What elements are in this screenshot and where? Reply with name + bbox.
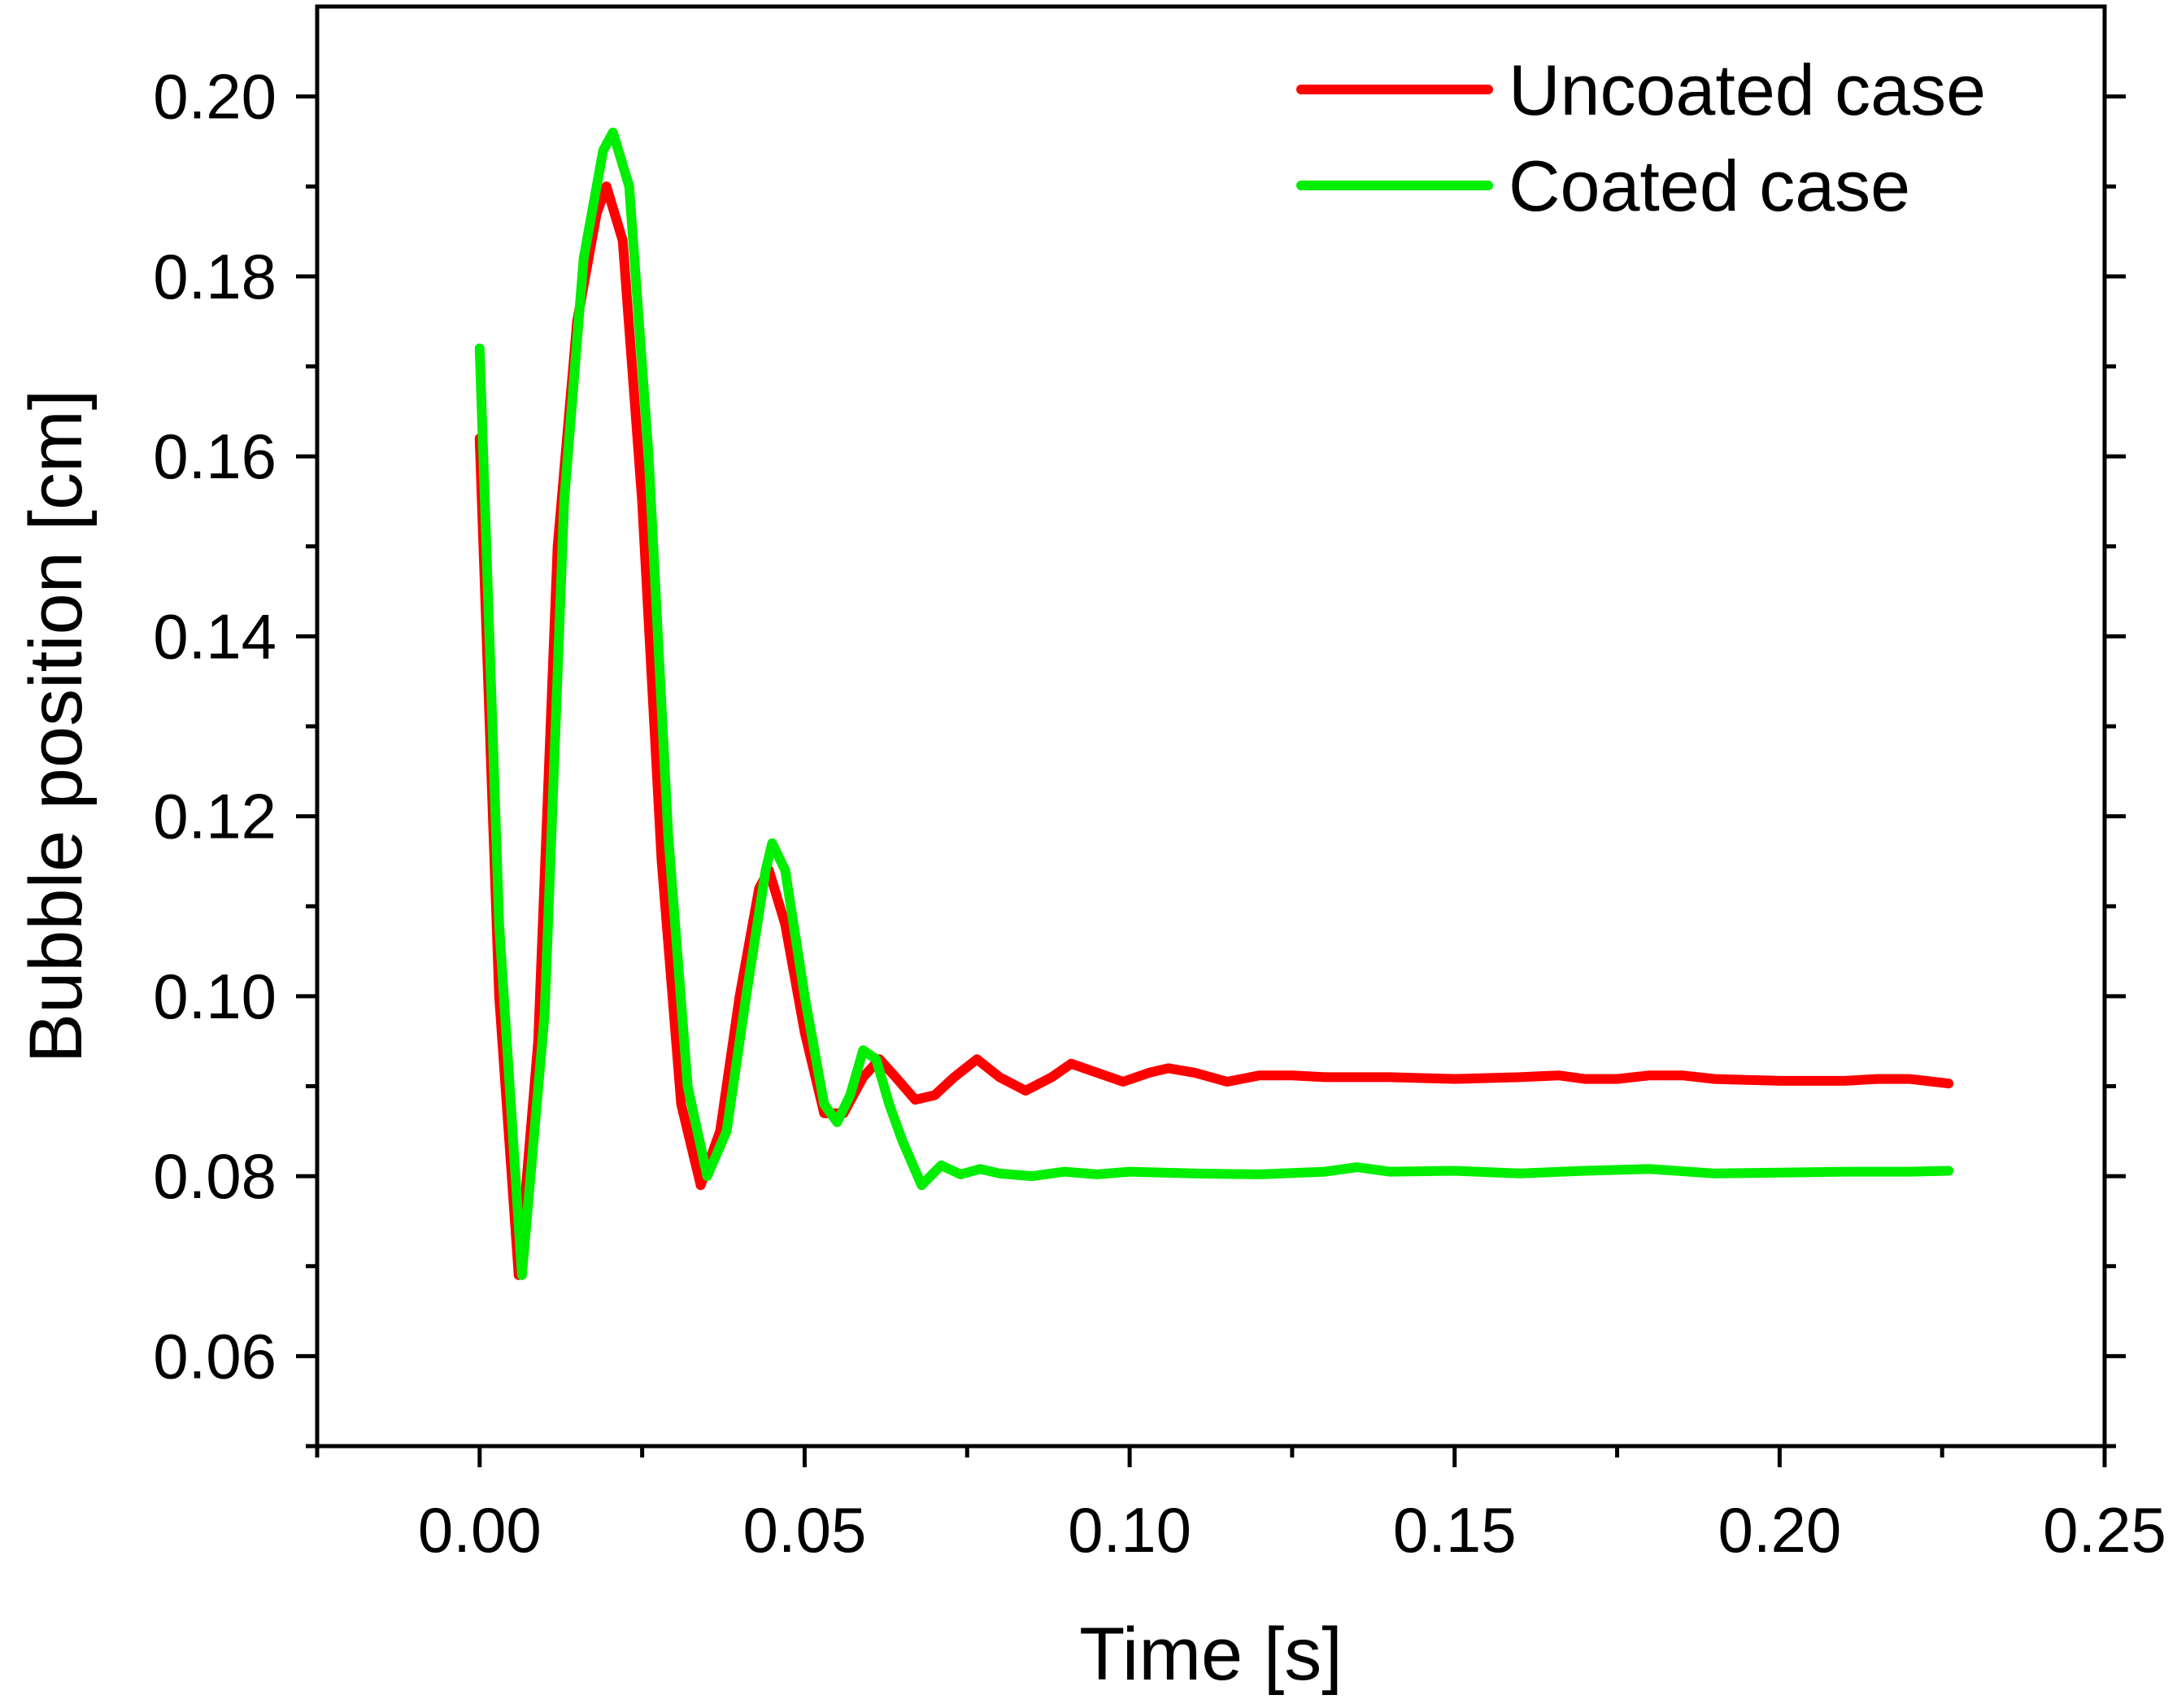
y-tick-label: 0.14 [153, 600, 276, 672]
x-tick-label: 0.10 [1068, 1494, 1191, 1566]
y-axis: 0.06 0.08 0.10 0.12 0.14 0.16 0.18 0.20 [153, 61, 2126, 1449]
y-tick-label: 0.10 [153, 961, 276, 1032]
x-axis-label: Time [s] [1079, 1613, 1343, 1696]
series-line-1 [474, 181, 1954, 1280]
series-layer [474, 127, 1954, 1280]
x-axis: 0.00 0.05 0.10 0.15 0.20 0.25 [315, 1446, 2166, 1566]
y-tick-label: 0.20 [153, 61, 276, 133]
y-tick-label: 0.08 [153, 1140, 276, 1212]
y-axis-label: Bubble position [cm] [15, 390, 98, 1063]
x-tick-label: 0.20 [1718, 1494, 1841, 1566]
x-tick-label: 0.05 [743, 1494, 867, 1566]
legend-label: Uncoated case [1509, 50, 1986, 130]
y-tick-label: 0.12 [153, 781, 276, 852]
x-tick-label: 0.00 [418, 1494, 542, 1566]
series-line-2 [474, 127, 1954, 1280]
legend-label: Coated case [1509, 146, 1910, 226]
y-tick-label: 0.16 [153, 420, 276, 492]
x-tick-label: 0.15 [1393, 1494, 1517, 1566]
y-tick-label: 0.18 [153, 241, 276, 312]
legend: Uncoated case Coated case [1296, 50, 1986, 226]
x-tick-label: 0.25 [2043, 1494, 2166, 1566]
y-tick-label: 0.06 [153, 1320, 276, 1392]
